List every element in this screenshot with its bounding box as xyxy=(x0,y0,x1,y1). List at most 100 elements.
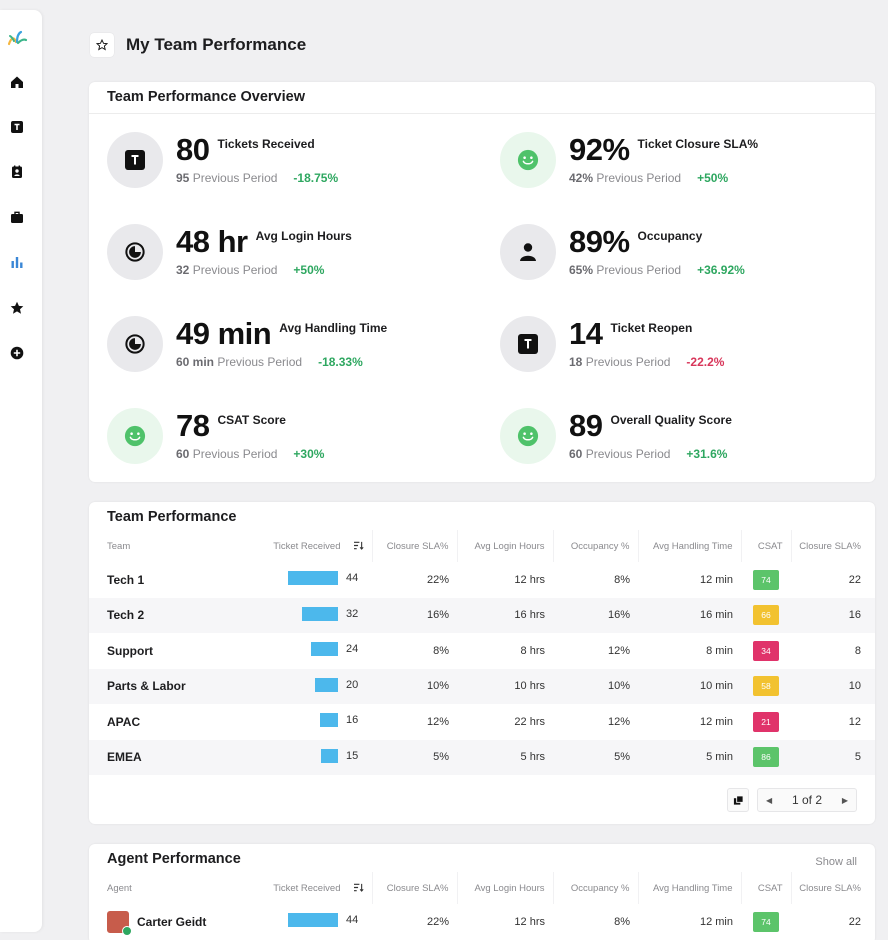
bar-chart-icon[interactable] xyxy=(8,253,26,271)
occupancy-cell: 16% xyxy=(553,598,638,634)
home-icon[interactable] xyxy=(8,73,26,91)
column-header-label: Avg Login Hours xyxy=(474,882,545,894)
show-all-link[interactable]: Show all xyxy=(815,856,857,868)
column-header[interactable]: Avg Login Hours xyxy=(457,872,554,904)
closure-cell: 12% xyxy=(372,704,457,740)
column-header[interactable]: Closure SLA% xyxy=(791,872,875,904)
tickets-cell: 20 xyxy=(249,669,372,705)
kpi-icon-circle xyxy=(107,316,163,372)
tickets-bar xyxy=(311,642,338,657)
column-header[interactable]: Closure SLA% xyxy=(791,530,875,562)
smiley-icon xyxy=(517,149,539,171)
team-performance-title: Team Performance xyxy=(107,509,237,525)
kpi-icon-circle xyxy=(500,132,556,188)
tickets-cell: 24 xyxy=(249,633,372,669)
tickets-bar-wrap: 24 xyxy=(311,642,364,657)
agent-performance-table: Agent Ticket Received Closure SLA% Avg Logi… xyxy=(89,872,875,940)
closure2-value: 22 xyxy=(848,915,861,928)
occupancy-cell: 12% xyxy=(553,633,638,669)
tickets-bar-wrap: 16 xyxy=(320,713,364,728)
contact-card-icon[interactable] xyxy=(8,163,26,181)
table-row[interactable]: EMEA 15 5% 5 hrs 5% 5 min 86 5 xyxy=(89,739,875,776)
kpi-previous-value: 18 xyxy=(569,355,583,369)
sort-icon[interactable] xyxy=(341,883,364,894)
kpi-previous-value: 95 xyxy=(176,171,190,185)
kpi-icon-circle xyxy=(107,408,163,464)
add-circle-icon[interactable] xyxy=(8,344,26,362)
kpi-previous: 18 Previous Period -22.2% xyxy=(569,355,724,369)
kpi-previous-label: Previous Period xyxy=(585,447,671,461)
briefcase-icon[interactable] xyxy=(8,208,26,226)
column-header[interactable]: Closure SLA% xyxy=(372,872,458,904)
prev-page-icon[interactable]: ◀ xyxy=(766,795,773,805)
column-header[interactable]: Avg Login Hours xyxy=(457,530,554,562)
agent-cell: Carter Geidt xyxy=(107,910,241,936)
table-row[interactable]: Parts & Labor 20 10% 10 hrs 10% 10 min 58 10 xyxy=(89,668,875,705)
column-header[interactable]: Team xyxy=(89,530,249,562)
column-header-label: Closure SLA% xyxy=(386,882,449,894)
kpi-icon-circle xyxy=(500,316,556,372)
ticket-icon[interactable] xyxy=(8,118,26,136)
kpi-label: Tickets Received xyxy=(217,137,315,151)
kpi-previous: 42% Previous Period +50% xyxy=(569,171,728,185)
kpi-delta: +36.92% xyxy=(697,263,745,277)
closure-value: 8% xyxy=(433,644,449,657)
table-row[interactable]: Carter Geidt 44 22% 12 hrs 8% 12 min 74 22 xyxy=(89,904,875,940)
kpi-previous-label: Previous Period xyxy=(596,171,682,185)
kpi-8: 89 Overall Quality Score 60 Previous Perio… xyxy=(500,408,880,472)
kpi-value-row: 89 Overall Quality Score xyxy=(569,408,732,444)
closure-cell: 8% xyxy=(372,633,457,669)
column-header[interactable]: Ticket Received xyxy=(249,872,373,904)
column-header[interactable]: Occupancy % xyxy=(553,872,639,904)
export-button[interactable] xyxy=(727,788,749,812)
kpi-value: 49 min xyxy=(176,316,272,351)
star-outline-icon xyxy=(96,39,108,51)
person-icon xyxy=(517,241,539,263)
table-row[interactable]: Tech 1 44 22% 12 hrs 8% 12 min 74 22 xyxy=(89,562,875,598)
closure-value: 16% xyxy=(426,609,449,622)
column-header[interactable]: Occupancy % xyxy=(553,530,639,562)
csat-cell: 74 xyxy=(741,904,791,940)
page-indicator: 1 of 2 xyxy=(791,793,823,807)
table-row[interactable]: Support 24 8% 8 hrs 12% 8 min 34 8 xyxy=(89,633,875,669)
column-header[interactable]: Agent xyxy=(89,872,249,904)
column-header[interactable]: Avg Handling Time xyxy=(638,872,742,904)
kpi-previous: 60 Previous Period +30% xyxy=(176,447,324,461)
kpi-label: CSAT Score xyxy=(217,413,286,427)
kpi-2: 92% Ticket Closure SLA% 42% Previous Perio… xyxy=(500,132,880,196)
next-page-icon[interactable]: ▶ xyxy=(841,795,848,805)
closure2-value: 22 xyxy=(848,573,861,586)
brand-logo-icon[interactable] xyxy=(6,28,28,50)
sort-icon[interactable] xyxy=(341,541,364,552)
kpi-previous-label: Previous Period xyxy=(192,171,278,185)
login-cell: 16 hrs xyxy=(457,598,553,634)
clock-icon xyxy=(124,333,146,355)
column-header[interactable]: CSAT xyxy=(741,872,792,904)
kpi-previous-value: 60 xyxy=(569,447,583,461)
column-header[interactable]: Closure SLA% xyxy=(372,530,458,562)
team-name: Tech 1 xyxy=(107,572,145,587)
tickets-bar xyxy=(321,748,338,763)
kpi-value-row: 78 CSAT Score xyxy=(176,408,286,444)
csat-cell: 58 xyxy=(741,669,791,705)
table-row[interactable]: Tech 2 32 16% 16 hrs 16% 16 min 66 16 xyxy=(89,597,875,634)
aht-cell: 12 min xyxy=(638,704,741,740)
column-header[interactable]: Avg Handling Time xyxy=(638,530,742,562)
login-cell: 12 hrs xyxy=(457,904,553,940)
csat-badge: 58 xyxy=(753,676,779,697)
table-row[interactable]: APAC 16 12% 22 hrs 12% 12 min 21 12 xyxy=(89,704,875,740)
kpi-previous-label: Previous Period xyxy=(192,263,278,277)
column-header[interactable]: CSAT xyxy=(741,530,792,562)
tickets-cell: 15 xyxy=(249,740,372,776)
star-icon[interactable] xyxy=(8,299,26,317)
column-header[interactable]: Ticket Received xyxy=(249,530,373,562)
favorite-button[interactable] xyxy=(90,33,114,57)
agent-table-body: Carter Geidt 44 22% 12 hrs 8% 12 min 74 22 xyxy=(89,904,875,940)
login-value: 10 hrs xyxy=(514,680,545,693)
column-header-label: Closure SLA% xyxy=(386,540,449,552)
aht-cell: 8 min xyxy=(638,633,741,669)
kpi-value: 78 xyxy=(176,408,210,443)
kpi-previous-value: 60 min xyxy=(176,355,215,369)
agent-name[interactable]: Carter Geidt xyxy=(137,914,207,929)
column-header-label: Closure SLA% xyxy=(799,540,861,552)
